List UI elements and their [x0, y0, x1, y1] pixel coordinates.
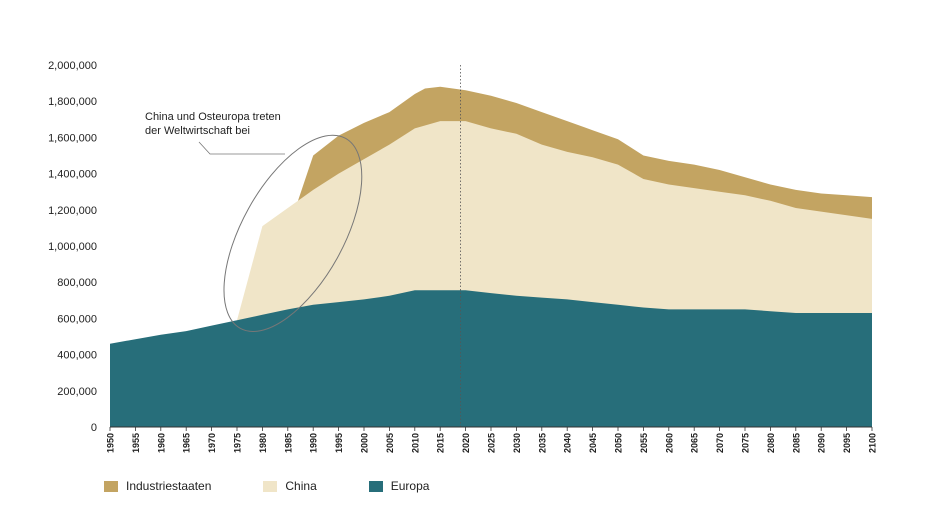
legend-item-europa: Europa	[368, 479, 430, 493]
x-tick-label: 2020	[461, 433, 471, 453]
legend-swatch-industriestaaten	[104, 480, 118, 492]
y-tick-label: 1,200,000	[48, 205, 97, 217]
legend-swatch-europa	[368, 480, 383, 492]
x-tick-label: 2085	[791, 433, 801, 453]
axes-layer: 0 200,000 400,000 600,000 800,000 1,000,000 1,…	[48, 60, 877, 453]
y-tick-label: 400,000	[57, 350, 97, 362]
x-tick-label: 2075	[741, 433, 751, 453]
x-tick-label: 2025	[487, 433, 497, 453]
x-tick-label: 1955	[131, 433, 141, 453]
y-tick-label: 2,000,000	[48, 60, 97, 72]
legend-item-china: China	[263, 479, 317, 493]
x-tick-label: 2060	[664, 433, 674, 453]
x-tick-label: 2035	[537, 433, 547, 453]
x-tick-label: 2090	[817, 433, 827, 453]
x-tick-label: 2100	[868, 433, 878, 453]
x-tick-label: 2070	[715, 433, 725, 453]
annotation-ellipse	[223, 134, 363, 332]
x-tick-label: 2000	[360, 433, 370, 453]
x-tick-label: 2010	[410, 433, 420, 453]
x-tick-label: 1960	[156, 433, 166, 453]
legend-swatch-china	[263, 480, 278, 492]
x-tick-label: 2005	[385, 433, 395, 453]
x-tick-label: 1985	[283, 433, 293, 453]
legend-label-europa: Europa	[390, 479, 430, 493]
x-tick-label: 1980	[258, 433, 268, 453]
annotation-text-line: der Weltwirtschaft bei	[145, 125, 250, 137]
x-tick-label: 1990	[309, 433, 319, 453]
x-tick-label: 1995	[334, 433, 344, 453]
legend-item-industriestaaten: Industriestaaten	[104, 479, 211, 493]
area-europa	[110, 290, 872, 427]
annotation-layer: China und Osteuropa treten der Weltwirtsc…	[145, 111, 363, 332]
y-tick-label: 1,600,000	[48, 132, 97, 144]
annotation-text-line: China und Osteuropa treten	[145, 111, 281, 123]
annotation-leader-line	[198, 141, 285, 155]
x-tick-label: 2040	[563, 433, 573, 453]
x-tick-label: 1970	[207, 433, 217, 453]
legend-label-china: China	[285, 479, 317, 493]
y-tick-label: 1,400,000	[48, 169, 97, 181]
x-tick-label: 2050	[614, 433, 624, 453]
x-tick-label: 2030	[512, 433, 522, 453]
y-tick-label: 0	[91, 422, 97, 434]
y-tick-label: 600,000	[57, 313, 97, 325]
x-tick-label: 1950	[106, 433, 116, 453]
chart-svg: 0 200,000 400,000 600,000 800,000 1,000,000 1,…	[48, 60, 877, 453]
x-tick-label: 2055	[639, 433, 649, 453]
legend-label-industriestaaten: Industriestaaten	[126, 479, 212, 493]
y-tick-label: 200,000	[57, 386, 97, 398]
y-tick-label: 1,800,000	[48, 96, 97, 108]
area-layer	[110, 86, 872, 427]
x-tick-label: 2095	[842, 433, 852, 453]
x-tick-label: 1965	[182, 433, 192, 453]
x-tick-label: 1975	[233, 433, 243, 453]
x-tick-label: 2015	[436, 433, 446, 453]
legend: Industriestaaten China Europa	[104, 479, 481, 493]
x-tick-label: 2065	[690, 433, 700, 453]
y-tick-label: 800,000	[57, 277, 97, 289]
x-tick-label: 2080	[766, 433, 776, 453]
x-tick-label: 2045	[588, 433, 598, 453]
y-tick-label: 1,000,000	[48, 241, 97, 253]
